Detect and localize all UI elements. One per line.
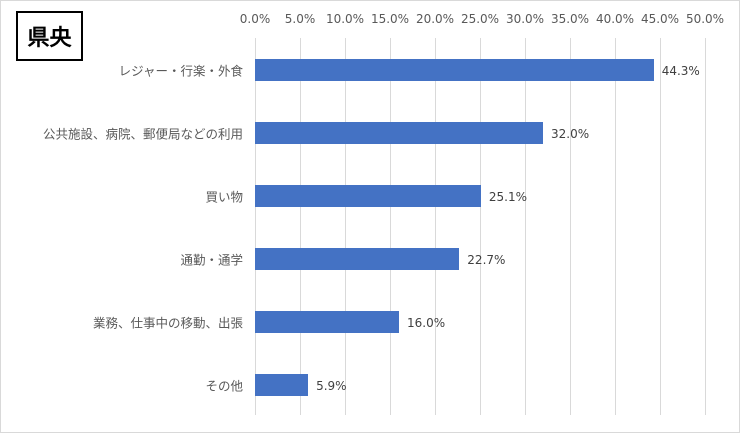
gridline <box>660 38 661 415</box>
bar <box>255 122 543 144</box>
x-tick-label: 40.0% <box>595 12 635 26</box>
x-tick-label: 0.0% <box>239 12 271 26</box>
gridline <box>525 38 526 415</box>
gridline <box>390 38 391 415</box>
gridline <box>615 38 616 415</box>
bar <box>255 185 481 207</box>
gridline <box>435 38 436 415</box>
category-label: その他 <box>205 378 243 394</box>
bar <box>255 374 309 396</box>
gridline <box>345 38 346 415</box>
bar <box>255 248 460 270</box>
x-tick-label: 5.0% <box>284 12 316 26</box>
value-label: 32.0% <box>551 127 590 141</box>
gridline <box>255 38 256 415</box>
chart-title: 県央 <box>16 11 83 61</box>
x-tick-label: 45.0% <box>640 12 680 26</box>
bar <box>255 59 654 81</box>
category-label: 業務、仕事中の移動、出張 <box>92 315 243 331</box>
gridline <box>570 38 571 415</box>
x-tick-label: 10.0% <box>325 12 365 26</box>
gridline <box>705 38 706 415</box>
value-label: 5.9% <box>316 379 347 393</box>
value-label: 25.1% <box>488 190 528 204</box>
value-label: 16.0% <box>407 316 446 330</box>
value-label: 22.7% <box>467 253 506 267</box>
category-label: 公共施設、病院、郵便局などの利用 <box>42 126 243 142</box>
value-label: 44.3% <box>661 64 700 78</box>
bar <box>255 311 399 333</box>
x-tick-label: 30.0% <box>505 12 545 26</box>
x-tick-label: 50.0% <box>685 12 725 26</box>
x-tick-label: 35.0% <box>550 12 590 26</box>
x-tick-label: 15.0% <box>370 12 410 26</box>
category-label: レジャー・行楽・外食 <box>118 63 243 79</box>
gridline <box>300 38 301 415</box>
x-tick-label: 25.0% <box>460 12 500 26</box>
category-label: 通勤・通学 <box>180 252 243 268</box>
x-tick-label: 20.0% <box>415 12 455 26</box>
category-label: 買い物 <box>205 189 243 205</box>
gridline <box>480 38 481 415</box>
